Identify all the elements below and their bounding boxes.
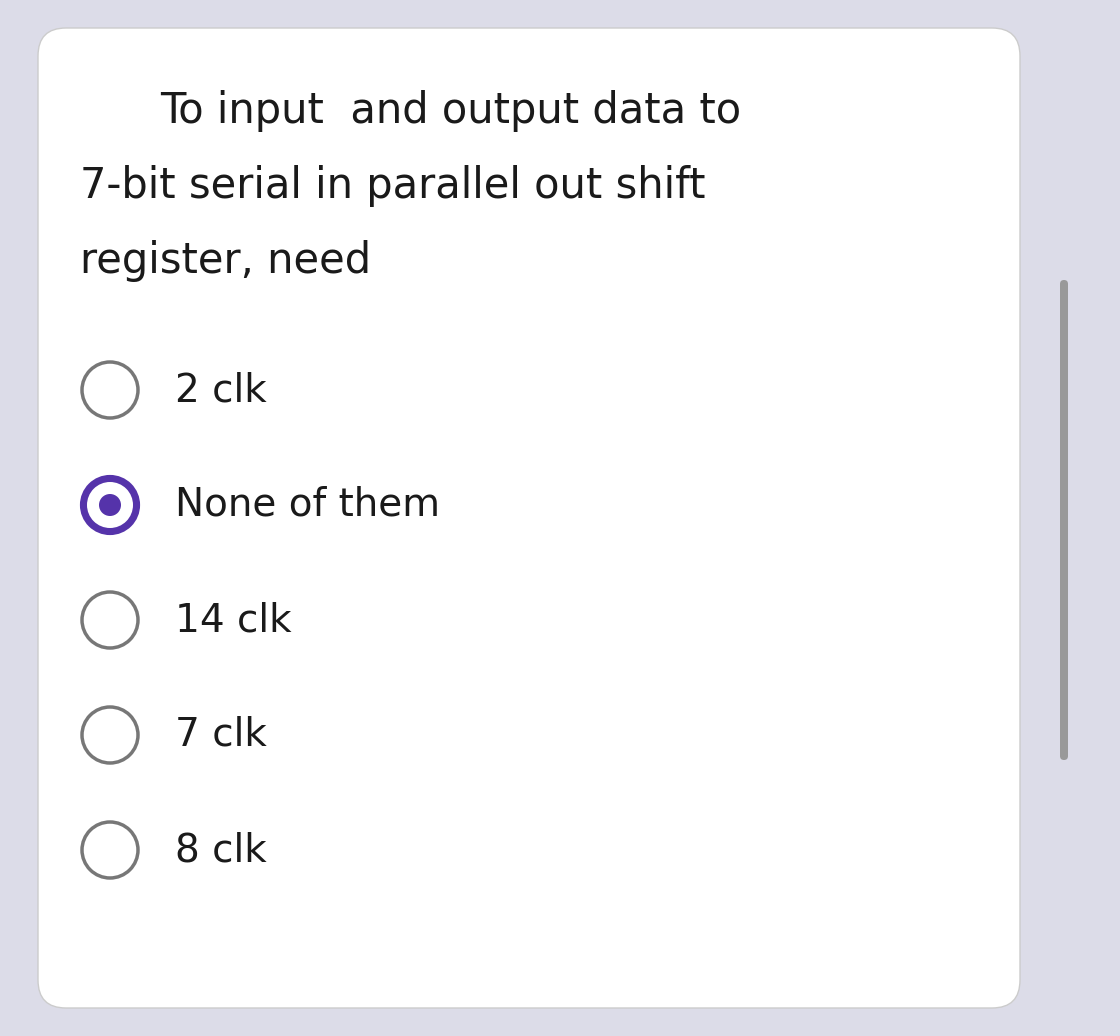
Text: 7-bit serial in parallel out shift: 7-bit serial in parallel out shift (80, 165, 706, 207)
Circle shape (82, 362, 138, 418)
Circle shape (82, 822, 138, 877)
Circle shape (87, 482, 133, 528)
Text: register, need: register, need (80, 240, 371, 282)
Text: 7 clk: 7 clk (175, 716, 267, 754)
Text: None of them: None of them (175, 486, 440, 524)
Text: 14 clk: 14 clk (175, 601, 291, 639)
Circle shape (82, 592, 138, 648)
Text: 2 clk: 2 clk (175, 371, 267, 409)
Text: 8 clk: 8 clk (175, 831, 267, 869)
FancyBboxPatch shape (38, 28, 1020, 1008)
Circle shape (99, 494, 121, 516)
Circle shape (82, 707, 138, 762)
Circle shape (82, 477, 138, 533)
Text: To input  and output data to: To input and output data to (160, 90, 741, 132)
FancyBboxPatch shape (1060, 280, 1068, 760)
